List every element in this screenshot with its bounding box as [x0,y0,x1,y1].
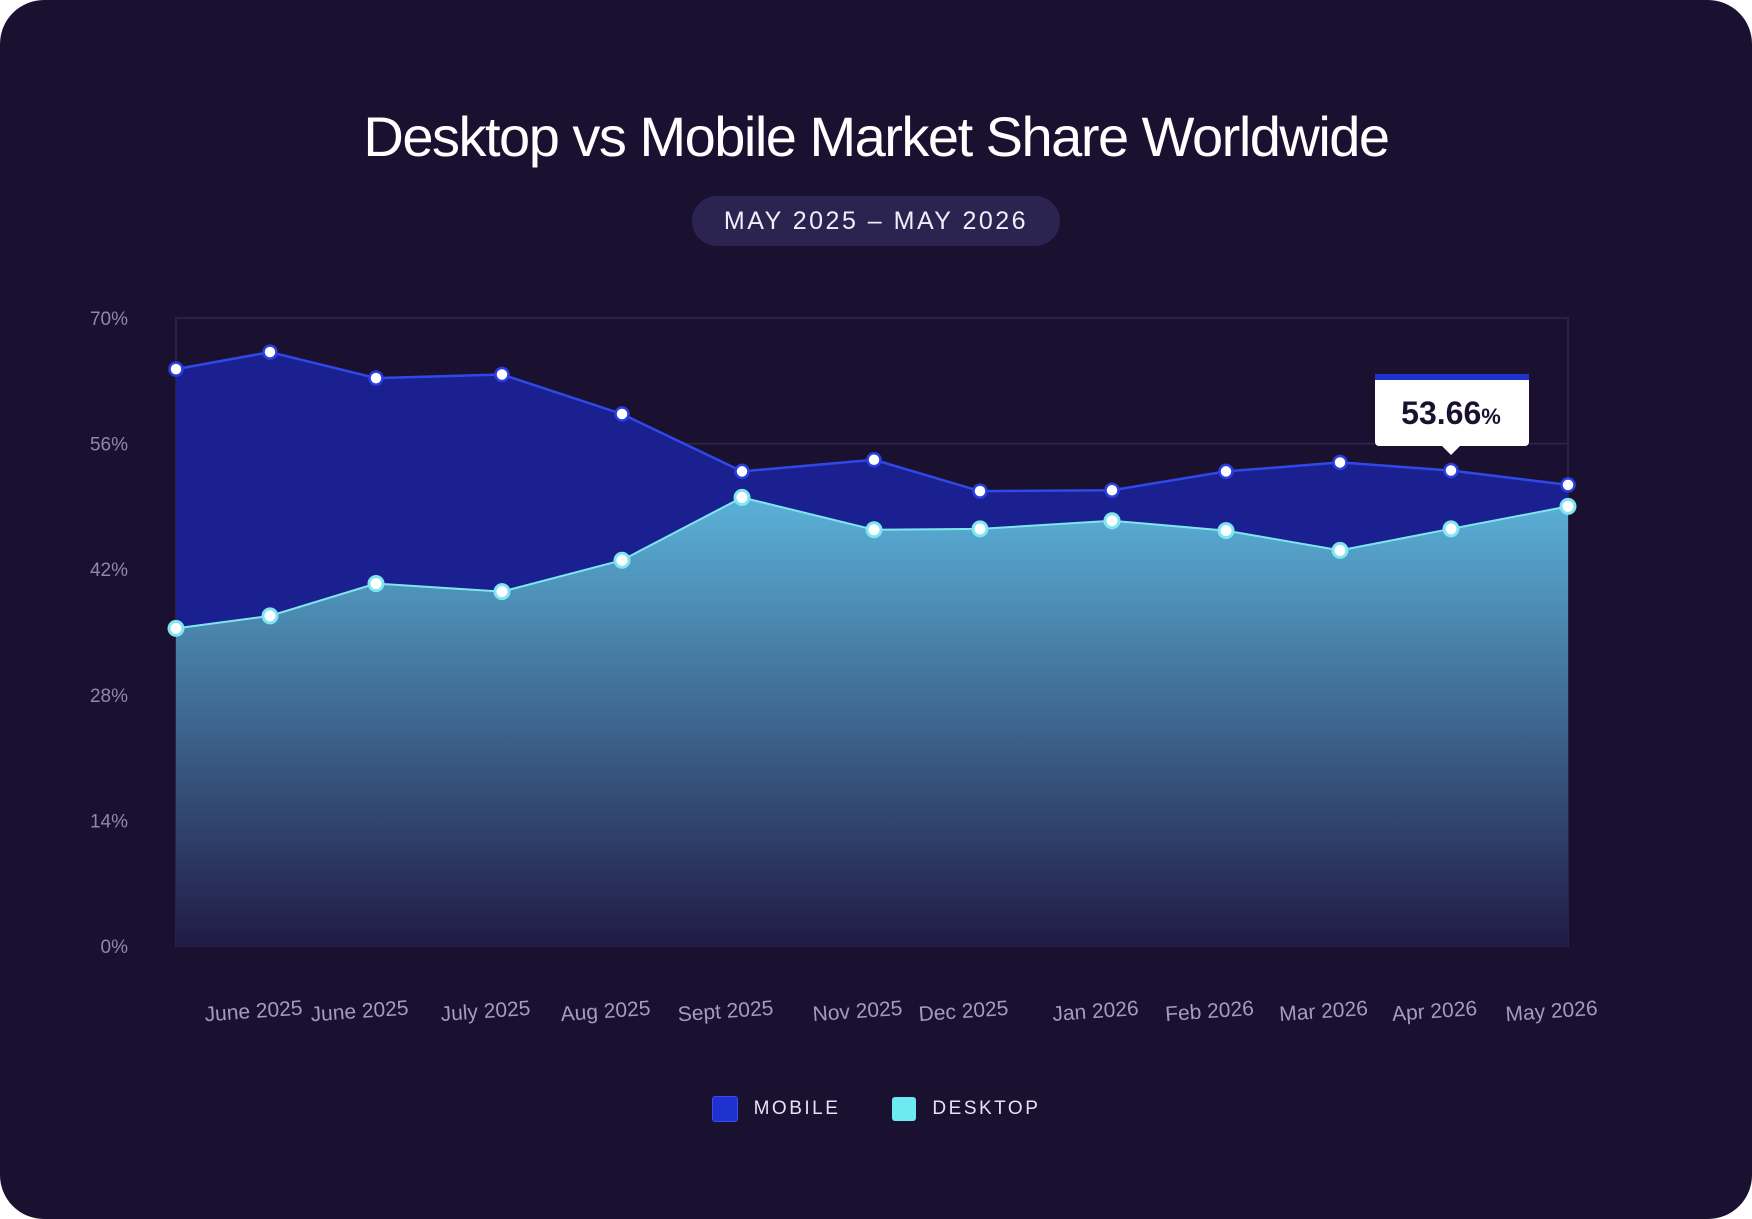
date-range-pill: MAY 2025 – MAY 2026 [692,196,1060,246]
legend: MOBILE DESKTOP [0,1096,1752,1122]
mobile-point [972,483,988,499]
x-tick-label: Dec 2025 [918,997,1009,1026]
area-layer [176,352,1568,946]
value-tooltip: 53.66% [1375,374,1529,455]
x-tick-label: Nov 2025 [812,997,903,1026]
x-tick-label: Sept 2025 [677,997,774,1027]
y-tick-label: 70% [90,309,128,330]
mobile-point [1218,463,1234,480]
tooltip-number: 53.66 [1401,395,1481,431]
desktop-point [261,607,279,625]
point-layer [167,344,1577,637]
x-tick-label: Apr 2026 [1391,997,1478,1026]
mobile-point [1443,462,1459,479]
mobile-point [734,463,750,480]
desktop-point [733,488,751,506]
desktop-point [865,521,883,539]
x-tick-label: Feb 2026 [1164,997,1254,1026]
mobile-point [1560,477,1576,493]
tooltip-value: 53.66% [1401,395,1501,431]
desktop-point [1442,520,1460,538]
mobile-point [866,451,882,468]
legend-swatch-desktop [892,1097,917,1121]
chart-title: Desktop vs Mobile Market Share Worldwide [363,105,1390,168]
mobile-point [1104,482,1120,499]
mobile-point [168,361,184,377]
desktop-area [176,497,1568,946]
desktop-point [613,551,631,569]
mobile-point [1332,454,1348,471]
mobile-point [368,370,384,386]
y-tick-label: 56% [90,435,128,456]
x-tick-label: June 2025 [204,997,303,1027]
x-tick-label: July 2025 [440,997,531,1026]
mobile-point [494,366,510,383]
y-tick-label: 28% [90,686,128,707]
x-tick-label: Mar 2026 [1278,997,1368,1026]
mobile-point [262,344,278,360]
y-tick-label: 0% [101,937,129,958]
desktop-point [1103,512,1121,530]
tooltip-pointer [1442,446,1460,455]
x-tick-label: Aug 2025 [560,997,651,1026]
legend-label-desktop: DESKTOP [932,1098,1041,1119]
x-tick-label: June 2025 [310,997,409,1027]
desktop-point [167,619,185,637]
x-tick-label: May 2026 [1505,997,1599,1026]
mobile-point [614,406,630,422]
legend-swatch-mobile [711,1096,738,1122]
legend-item-desktop[interactable]: DESKTOP [892,1096,1040,1122]
tooltip-accent [1375,374,1529,380]
x-tick-label: Jan 2026 [1052,997,1140,1026]
desktop-point [971,520,989,538]
legend-label-mobile: MOBILE [753,1098,841,1119]
tooltip-layer: 53.66% [1375,374,1529,455]
desktop-point [1331,541,1349,559]
desktop-point [1217,522,1235,540]
tooltip-unit: % [1481,404,1501,429]
y-tick-label: 42% [90,560,128,581]
legend-item-mobile[interactable]: MOBILE [711,1096,841,1122]
desktop-point [493,583,511,601]
desktop-point [1559,497,1577,515]
y-tick-label: 14% [90,811,128,832]
tooltip-box [1375,374,1529,446]
desktop-point [367,575,385,593]
